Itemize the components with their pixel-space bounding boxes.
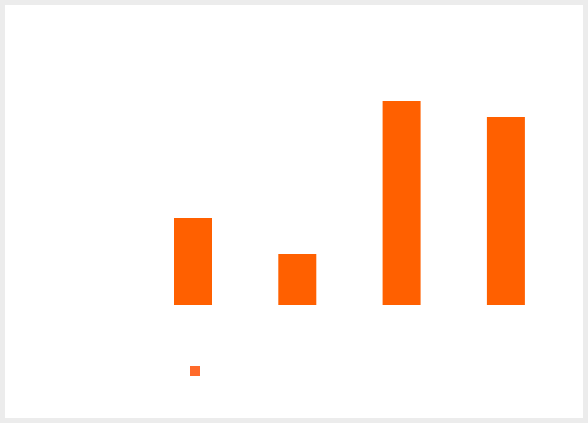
legend-marker [190, 366, 200, 376]
bar-4 [486, 117, 525, 305]
bar-1 [174, 218, 212, 305]
legend [190, 366, 200, 376]
bar-chart [174, 101, 525, 376]
chart-frame [5, 5, 583, 418]
bar-2 [278, 254, 317, 305]
bar-group [174, 101, 525, 305]
bar-3 [382, 101, 421, 305]
